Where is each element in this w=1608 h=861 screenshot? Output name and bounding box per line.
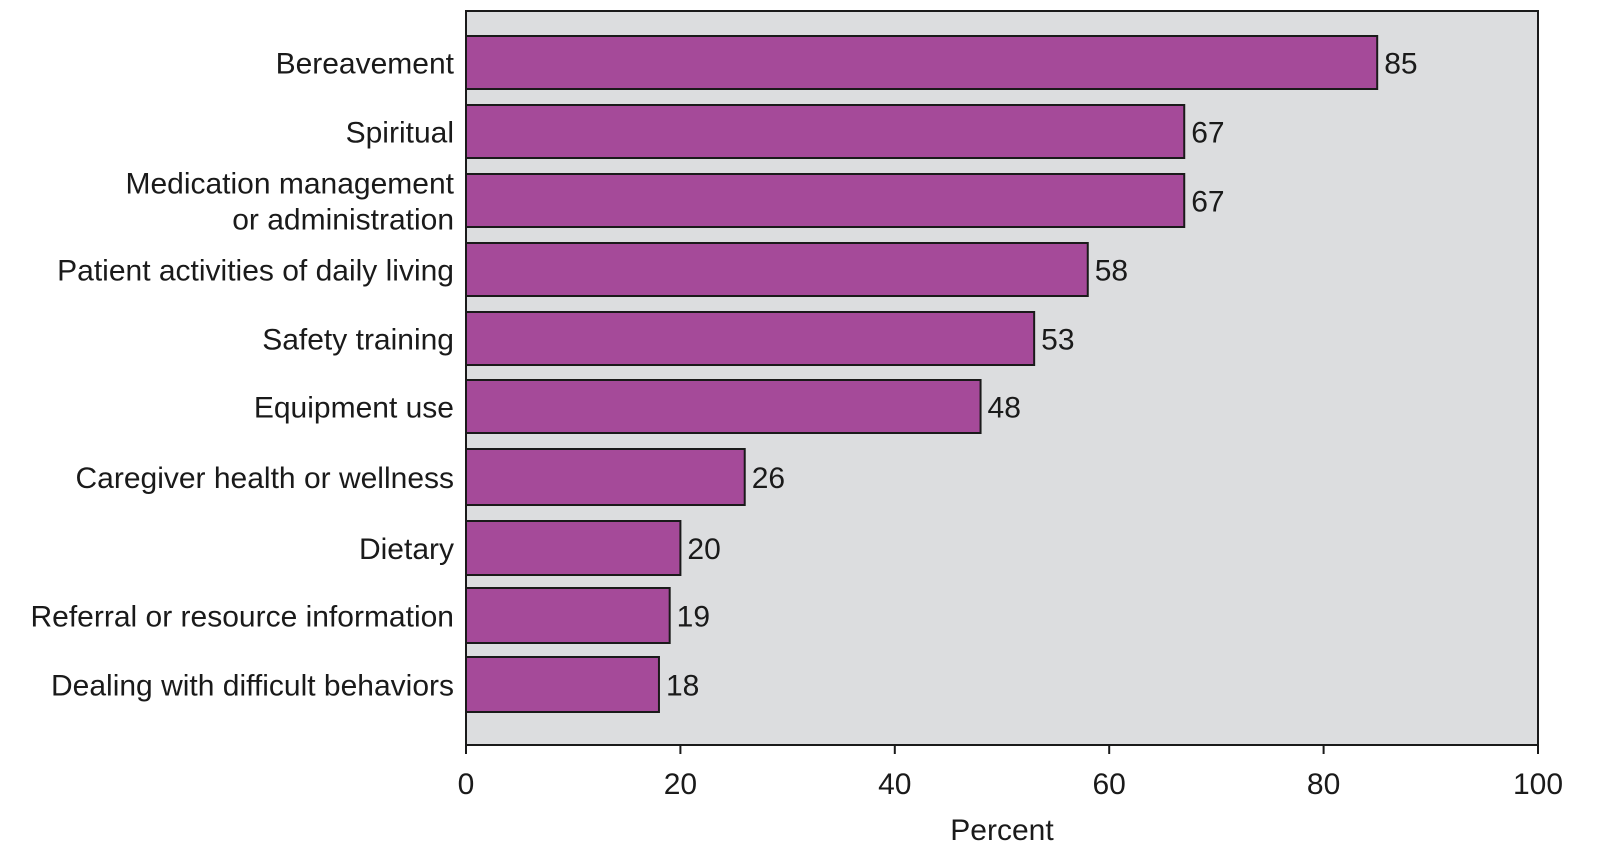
x-tick-label-1: 20 xyxy=(664,768,697,801)
value-label-5: 48 xyxy=(988,392,1021,425)
category-label-9-line-0: Dealing with difficult behaviors xyxy=(51,670,454,703)
bars-group xyxy=(465,35,1379,713)
bar-8 xyxy=(465,587,671,644)
x-tick-label-5: 100 xyxy=(1513,768,1563,801)
category-label-2-line-0: Medication management xyxy=(125,168,454,201)
category-label-0: Bereavement xyxy=(276,48,455,81)
value-label-7: 20 xyxy=(687,533,720,566)
category-label-0-line-0: Bereavement xyxy=(276,48,455,81)
category-label-7-line-0: Dietary xyxy=(359,533,454,566)
value-label-1: 67 xyxy=(1191,117,1224,150)
category-label-3: Patient activities of daily living xyxy=(57,255,454,288)
bar-3 xyxy=(465,242,1089,297)
bar-5 xyxy=(465,379,982,434)
x-ticks-group: 0 20 40 60 80 100 xyxy=(458,745,1563,801)
x-tick-label-3: 60 xyxy=(1093,768,1126,801)
x-tick-label-4: 80 xyxy=(1307,768,1340,801)
bar-9 xyxy=(465,656,660,713)
value-labels-group: 85 67 67 58 53 48 26 20 19 18 xyxy=(666,48,1418,703)
value-label-6: 26 xyxy=(752,462,785,495)
category-label-9: Dealing with difficult behaviors xyxy=(51,670,454,703)
category-label-5: Equipment use xyxy=(254,392,454,425)
category-label-6: Caregiver health or wellness xyxy=(75,462,454,495)
category-label-7: Dietary xyxy=(359,533,454,566)
category-labels-group: Bereavement Spiritual Medication managemen… xyxy=(30,48,454,703)
value-label-9: 18 xyxy=(666,670,699,703)
category-label-2-line-1: or administration xyxy=(232,204,454,237)
bar-7 xyxy=(465,520,682,576)
category-label-3-line-0: Patient activities of daily living xyxy=(57,255,454,288)
value-label-4: 53 xyxy=(1041,324,1074,357)
bar-4 xyxy=(465,311,1036,366)
bar-2 xyxy=(465,173,1186,228)
bar-1 xyxy=(465,104,1186,159)
category-label-6-line-0: Caregiver health or wellness xyxy=(75,462,454,495)
category-label-2: Medication management or administration xyxy=(125,168,454,237)
category-label-8: Referral or resource information xyxy=(30,601,454,634)
category-label-1-line-0: Spiritual xyxy=(346,117,454,150)
value-label-2: 67 xyxy=(1191,186,1224,219)
bar-6 xyxy=(465,448,746,506)
x-tick-label-2: 40 xyxy=(878,768,911,801)
value-label-8: 19 xyxy=(677,601,710,634)
x-tick-label-0: 0 xyxy=(458,768,475,801)
value-label-3: 58 xyxy=(1095,255,1128,288)
category-label-5-line-0: Equipment use xyxy=(254,392,454,425)
bar-0 xyxy=(465,35,1379,90)
category-label-8-line-0: Referral or resource information xyxy=(30,601,454,634)
category-label-4-line-0: Safety training xyxy=(262,324,454,357)
category-label-1: Spiritual xyxy=(346,117,454,150)
category-label-4: Safety training xyxy=(262,324,454,357)
x-axis-title: Percent xyxy=(950,814,1054,847)
value-label-0: 85 xyxy=(1384,48,1417,81)
